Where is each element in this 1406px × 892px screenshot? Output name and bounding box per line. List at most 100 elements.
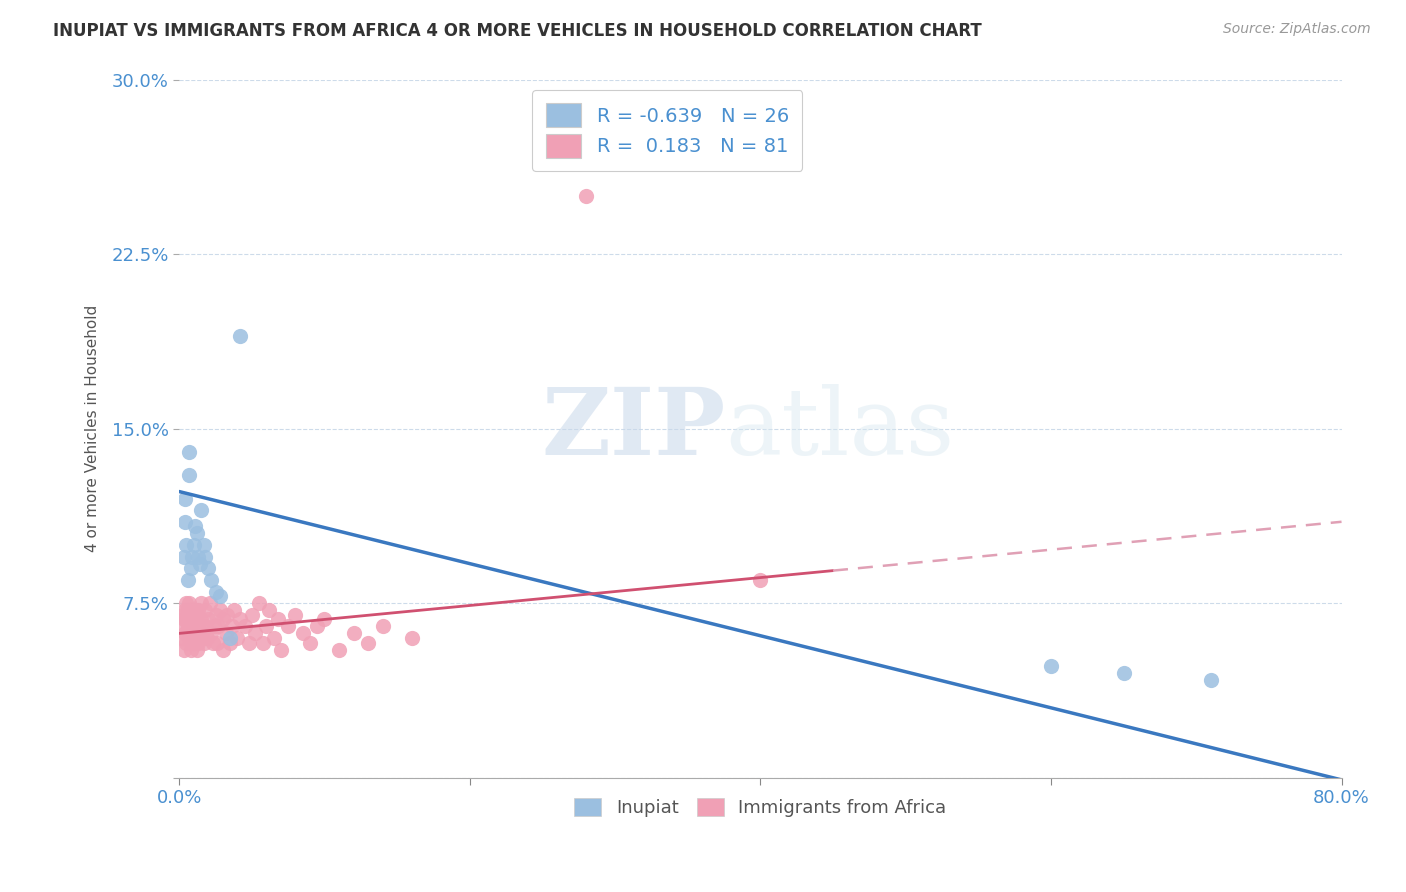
Point	[200, 626, 222, 640]
Point	[187, 603, 209, 617]
Point	[298, 636, 321, 650]
Point	[193, 636, 215, 650]
Point	[186, 526, 208, 541]
Point	[186, 607, 208, 622]
Point	[197, 612, 219, 626]
Point	[215, 626, 238, 640]
Point	[277, 619, 299, 633]
Point	[259, 603, 281, 617]
Point	[291, 626, 314, 640]
Point	[183, 626, 205, 640]
Point	[229, 328, 252, 343]
Point	[202, 619, 225, 633]
Text: Source: ZipAtlas.com: Source: ZipAtlas.com	[1223, 22, 1371, 37]
Point	[172, 631, 194, 645]
Point	[1199, 673, 1222, 687]
Point	[263, 631, 285, 645]
Point	[174, 626, 197, 640]
Text: INUPIAT VS IMMIGRANTS FROM AFRICA 4 OR MORE VEHICLES IN HOUSEHOLD CORRELATION CH: INUPIAT VS IMMIGRANTS FROM AFRICA 4 OR M…	[53, 22, 983, 40]
Point	[243, 626, 266, 640]
Point	[169, 619, 191, 633]
Y-axis label: 4 or more Vehicles in Household: 4 or more Vehicles in Household	[86, 305, 100, 552]
Point	[200, 573, 222, 587]
Point	[180, 603, 202, 617]
Point	[194, 619, 217, 633]
Point	[328, 642, 350, 657]
Point	[174, 603, 197, 617]
Point	[201, 636, 224, 650]
Point	[224, 603, 246, 617]
Point	[190, 596, 212, 610]
Point	[176, 596, 198, 610]
Point	[284, 607, 307, 622]
Point	[198, 596, 221, 610]
Point	[179, 445, 201, 459]
Point	[197, 561, 219, 575]
Point	[181, 636, 204, 650]
Point	[181, 612, 204, 626]
Point	[183, 636, 205, 650]
Point	[187, 636, 209, 650]
Point	[174, 515, 197, 529]
Point	[188, 631, 211, 645]
Point	[176, 538, 198, 552]
Point	[1039, 659, 1062, 673]
Point	[357, 636, 380, 650]
Point	[342, 626, 364, 640]
Point	[179, 596, 201, 610]
Point	[254, 619, 277, 633]
Point	[183, 538, 205, 552]
Point	[191, 626, 214, 640]
Point	[208, 603, 231, 617]
Point	[181, 549, 204, 564]
Point	[226, 631, 249, 645]
Point	[195, 631, 218, 645]
Point	[177, 573, 200, 587]
Point	[211, 612, 233, 626]
Point	[233, 619, 256, 633]
Point	[174, 491, 197, 506]
Point	[204, 607, 226, 622]
Point	[176, 612, 198, 626]
Point	[575, 189, 598, 203]
Point	[749, 573, 772, 587]
Text: ZIP: ZIP	[541, 384, 725, 474]
Point	[187, 549, 209, 564]
Point	[219, 636, 242, 650]
Point	[205, 636, 228, 650]
Point	[371, 619, 394, 633]
Point	[180, 561, 202, 575]
Point	[184, 619, 207, 633]
Point	[184, 603, 207, 617]
Point	[179, 468, 201, 483]
Point	[307, 619, 329, 633]
Point	[194, 549, 217, 564]
Point	[314, 612, 336, 626]
Point	[173, 642, 195, 657]
Point	[207, 619, 229, 633]
Point	[190, 612, 212, 626]
Point	[190, 503, 212, 517]
Point	[184, 519, 207, 533]
Point	[204, 584, 226, 599]
Point	[188, 557, 211, 571]
Point	[219, 631, 242, 645]
Point	[229, 612, 252, 626]
Point	[1112, 665, 1135, 680]
Point	[270, 642, 292, 657]
Point	[217, 607, 239, 622]
Point	[179, 631, 201, 645]
Point	[173, 549, 195, 564]
Point	[173, 612, 195, 626]
Point	[187, 619, 209, 633]
Point	[221, 619, 243, 633]
Point	[186, 642, 208, 657]
Point	[186, 626, 208, 640]
Point	[180, 619, 202, 633]
Point	[177, 603, 200, 617]
Point	[172, 607, 194, 622]
Point	[401, 631, 423, 645]
Point	[179, 612, 201, 626]
Point	[208, 589, 231, 603]
Point	[267, 612, 290, 626]
